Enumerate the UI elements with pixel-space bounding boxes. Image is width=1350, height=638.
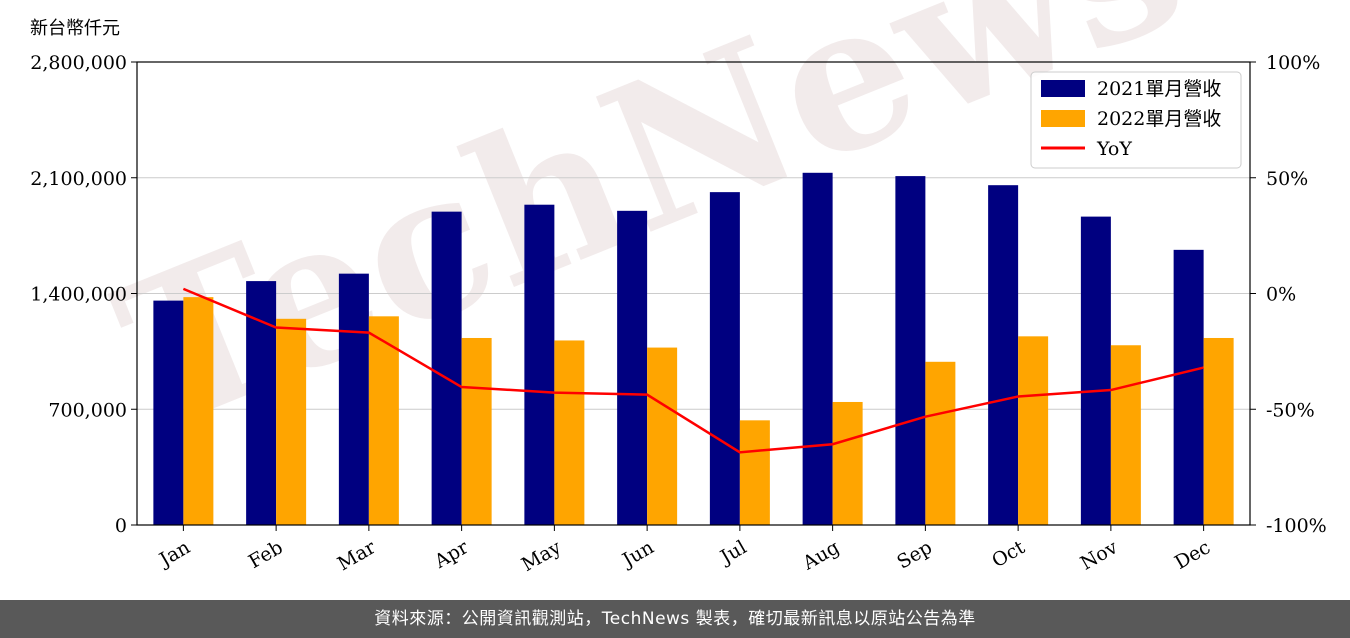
x-tick-label: Dec (1171, 536, 1214, 574)
bar-2021 (709, 192, 740, 525)
right-tick-label: 100% (1266, 52, 1320, 74)
bar-2021 (524, 204, 555, 525)
yoy-line (182, 287, 1204, 454)
bar-2022 (647, 347, 678, 525)
x-tick-label: Nov (1077, 536, 1122, 575)
bar-2022 (739, 420, 770, 525)
right-tick-label: -50% (1266, 399, 1315, 421)
bar-2021 (617, 210, 648, 526)
legend-label: YoY (1096, 138, 1132, 160)
right-tick-label: -100% (1266, 515, 1327, 537)
bar-2021 (988, 185, 1019, 525)
left-tick-label: 0 (115, 515, 127, 537)
bar-2022 (368, 316, 399, 525)
x-tick-label: Aug (798, 536, 843, 575)
bar-2022 (554, 340, 585, 525)
bar-2022 (925, 361, 956, 525)
left-tick-label: 2,100,000 (30, 168, 127, 190)
bar-2021 (431, 211, 462, 526)
bar-2022 (1018, 336, 1049, 525)
x-tick-label: Apr (430, 536, 473, 573)
bar-2022 (1110, 345, 1141, 525)
bar-2021 (1080, 216, 1111, 525)
legend-label: 2021單月營收 (1097, 78, 1221, 100)
bar-2021 (895, 176, 926, 525)
bar-2022 (1203, 337, 1234, 525)
x-tick-label: Sep (893, 536, 936, 573)
y-unit-label: 新台幣仟元 (30, 18, 120, 39)
legend-swatch (1041, 80, 1085, 97)
bar-2021 (802, 172, 833, 525)
x-tick-label: Oct (988, 536, 1029, 572)
left-tick-label: 2,800,000 (30, 52, 127, 74)
x-tick-label: Jul (715, 536, 750, 569)
bar-2022 (832, 401, 863, 525)
bar-2022 (276, 318, 307, 525)
bar-2021 (1173, 249, 1204, 526)
right-tick-label: 0% (1266, 284, 1296, 306)
chart: TechNews 新台幣仟元 0700,0001,400,0002,100,00… (30, 0, 1327, 576)
left-tick-label: 700,000 (48, 399, 127, 421)
left-tick-label: 1,400,000 (30, 284, 127, 306)
bar-2021 (338, 273, 369, 525)
right-tick-label: 50% (1266, 168, 1308, 190)
x-tick-label: Mar (334, 536, 380, 575)
legend-label: 2022單月營收 (1097, 108, 1221, 130)
source-footer: 資料來源：公開資訊觀測站，TechNews 製表，確切最新訊息以原站公告為準 (0, 600, 1350, 638)
bar-2022 (461, 337, 492, 525)
x-tick-label: May (518, 536, 565, 576)
x-tick-label: Jan (154, 536, 194, 572)
x-tick-label: Feb (245, 536, 287, 573)
x-tick-label: Jun (617, 536, 658, 572)
legend-swatch (1041, 110, 1085, 127)
bar-2021 (153, 300, 184, 525)
bar-2022 (183, 297, 214, 525)
